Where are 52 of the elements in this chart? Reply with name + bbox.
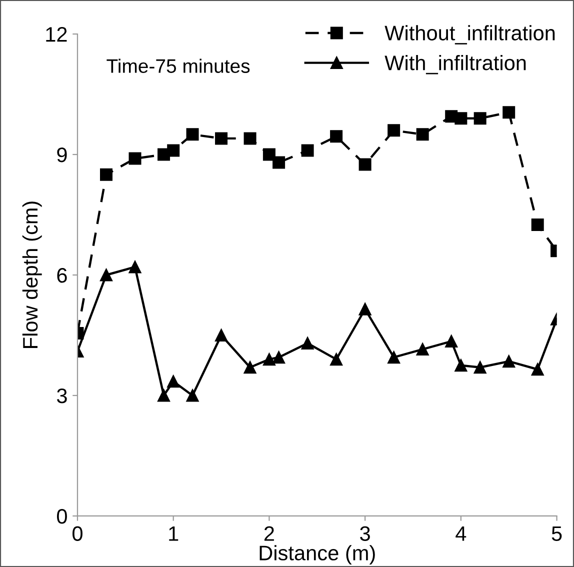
point: [100, 268, 112, 282]
point: [454, 359, 468, 372]
point: [186, 389, 199, 402]
point: [474, 361, 486, 374]
x-tick-label: 0: [72, 526, 82, 541]
point: [358, 302, 372, 316]
x-tick-label: 1: [169, 526, 178, 541]
point: [262, 148, 276, 161]
x-tick-label: 4: [456, 526, 466, 541]
y-tick-label: 0: [56, 508, 67, 524]
x-tick-label: 5: [552, 526, 562, 541]
point: [215, 132, 228, 145]
point: [416, 343, 429, 356]
annotation: Time-75 minutes: [106, 58, 250, 73]
point: [358, 158, 372, 171]
legend-label: With_infiltration: [384, 54, 526, 74]
point: [301, 144, 314, 157]
point: [416, 128, 429, 141]
y-tick-label: 6: [57, 268, 67, 283]
point: [445, 335, 458, 348]
point: [244, 361, 256, 374]
point: [454, 112, 468, 125]
point: [167, 375, 180, 388]
point: [262, 353, 276, 366]
point: [100, 168, 112, 181]
point: [474, 112, 486, 125]
point: [244, 132, 256, 145]
point: [502, 106, 516, 119]
x-axis-title: Distance (m): [260, 545, 375, 565]
y-axis-title: Flow depth (cm): [22, 202, 42, 348]
point: [272, 156, 286, 169]
point: [388, 351, 400, 364]
point: [186, 128, 199, 141]
point: [502, 355, 516, 368]
point: [531, 363, 544, 376]
point: [330, 353, 343, 366]
point: [272, 351, 286, 364]
point: [531, 218, 544, 232]
x-tick-label: 2: [264, 526, 274, 541]
y-tick-label: 12: [46, 27, 67, 42]
point: [330, 130, 343, 143]
y-tick-label: 9: [57, 148, 67, 162]
point: [158, 389, 170, 402]
legend-label: Without_infiltration: [384, 25, 555, 44]
point: [167, 144, 180, 157]
point: [388, 124, 400, 137]
point: [301, 337, 314, 350]
point: [215, 328, 228, 342]
x-tick-label: 3: [360, 526, 370, 541]
point: [128, 152, 142, 165]
point: [128, 260, 142, 274]
y-tick-label: 3: [56, 388, 67, 404]
